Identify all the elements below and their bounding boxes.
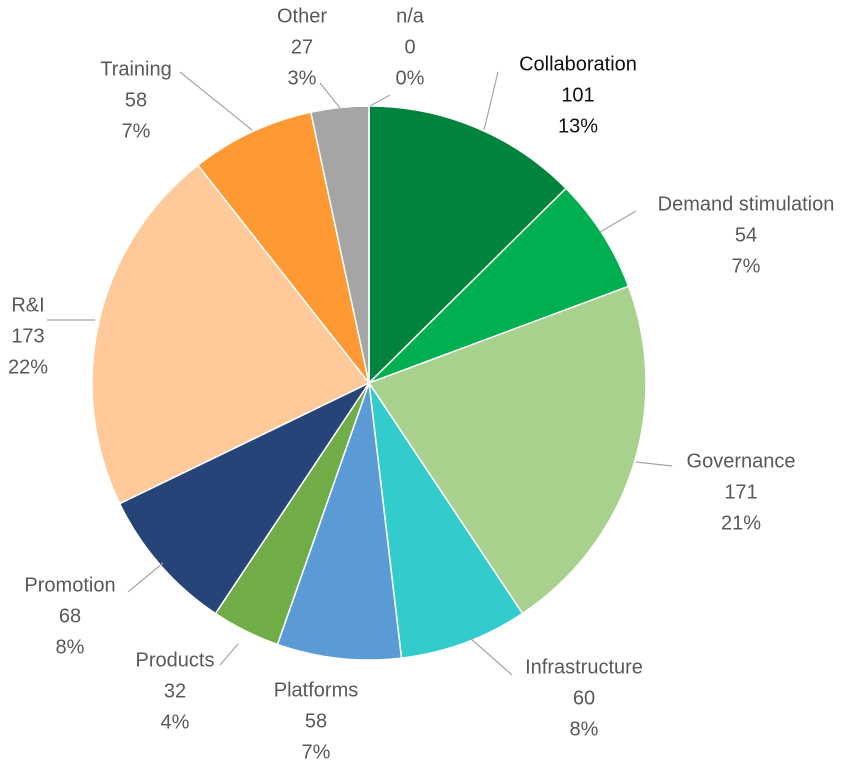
pie-slice <box>368 105 568 385</box>
category-label: Platforms <box>274 679 358 701</box>
pie-slice <box>368 187 630 384</box>
percent-label: 7% <box>302 741 331 763</box>
category-label: Infrastructure <box>525 656 643 678</box>
category-label: Other <box>277 5 327 27</box>
value-label: 58 <box>305 710 327 732</box>
percent-label: 3% <box>288 67 317 89</box>
value-label: 32 <box>164 680 186 702</box>
percent-label: 7% <box>122 120 151 142</box>
category-label: Promotion <box>24 574 115 596</box>
leader-line <box>469 637 513 676</box>
leader-line <box>179 71 253 131</box>
value-label: 68 <box>59 605 81 627</box>
category-label: Collaboration <box>519 53 637 75</box>
leader-line <box>369 94 391 107</box>
leader-line <box>219 643 239 666</box>
percent-label: 8% <box>570 718 599 740</box>
pie-slice <box>196 111 370 384</box>
percent-label: 21% <box>721 512 761 534</box>
leader-line <box>319 82 341 109</box>
value-label: 173 <box>11 325 44 347</box>
pie-slice <box>91 164 371 505</box>
leader-line <box>127 562 164 593</box>
category-label: Demand stimulation <box>658 193 835 215</box>
percent-label: 22% <box>8 356 48 378</box>
category-label: Training <box>100 58 172 80</box>
category-label: n/a <box>396 5 425 27</box>
leader-line <box>599 210 637 233</box>
value-label: 27 <box>291 36 313 58</box>
percent-label: 8% <box>56 636 85 658</box>
value-label: 101 <box>561 84 594 106</box>
percent-label: 4% <box>161 711 190 733</box>
category-label: Products <box>136 649 215 671</box>
value-label: 171 <box>724 481 757 503</box>
percent-label: 7% <box>732 255 761 277</box>
pie-slice <box>367 285 647 615</box>
value-label: 58 <box>125 89 147 111</box>
category-label: R&I <box>11 294 44 316</box>
pie-slice <box>276 382 403 661</box>
category-label: Governance <box>687 450 796 472</box>
leader-line <box>483 71 499 131</box>
pie-slice <box>368 382 524 659</box>
value-label: 54 <box>735 224 757 246</box>
value-label: 0 <box>404 36 415 58</box>
value-label: 60 <box>573 687 595 709</box>
leader-line <box>635 461 673 467</box>
percent-label: 13% <box>558 115 598 137</box>
percent-label: 0% <box>396 67 425 89</box>
